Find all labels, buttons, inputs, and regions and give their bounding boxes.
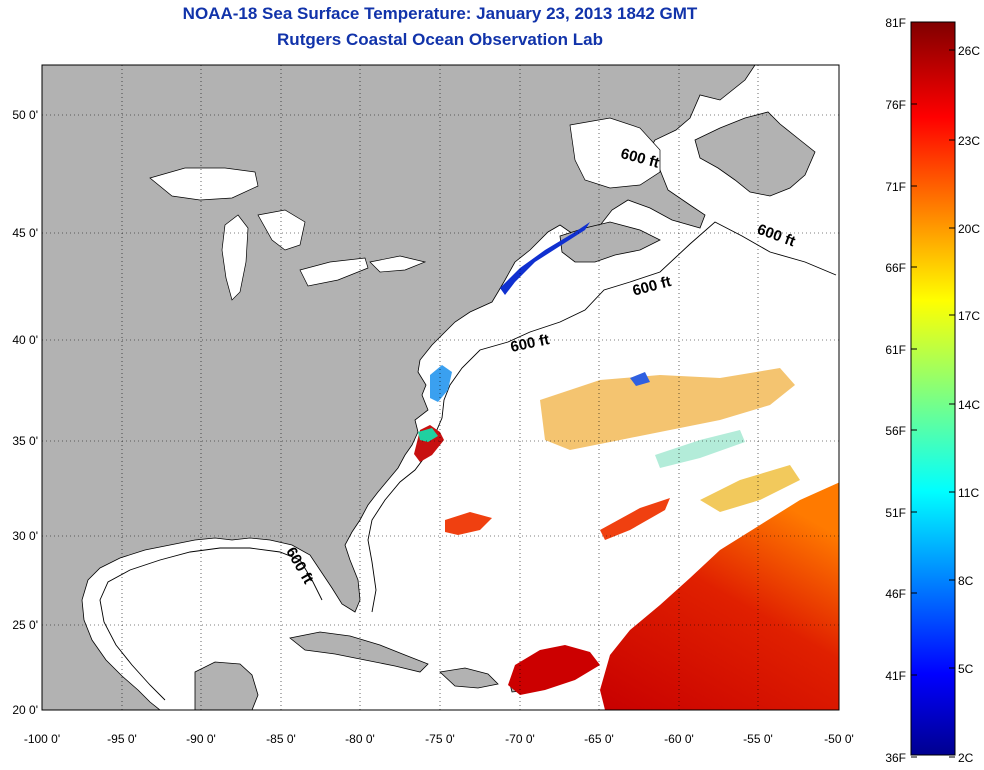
land-newfoundland [694, 111, 816, 197]
colorbar [910, 21, 956, 756]
colorbar-celsius-labels: 26C 23C 20C 17C 14C 11C 8C 5C 2C [949, 44, 980, 765]
colorbar-f-label: 61F [885, 343, 906, 357]
colorbar-f-label: 51F [885, 506, 906, 520]
lat-tick-label: 45 0' [12, 226, 38, 240]
lat-tick-label: 25 0' [12, 618, 38, 632]
colorbar-c-label: 5C [958, 662, 974, 676]
lon-tick-label: -75 0' [425, 732, 455, 746]
lat-tick-label: 20 0' [12, 703, 38, 717]
colorbar-f-label: 81F [885, 16, 906, 30]
graticule [42, 65, 839, 710]
gulf-st-lawrence [569, 117, 661, 189]
map-frame [41, 64, 840, 711]
colorbar-c-label: 26C [958, 44, 980, 58]
latitude-axis: 50 0' 45 0' 40 0' 35 0' 30 0' 25 0' 20 0' [12, 108, 38, 717]
lon-tick-label: -80 0' [345, 732, 375, 746]
colorbar-c-label: 11C [958, 486, 979, 500]
colorbar-c-label: 8C [958, 574, 974, 588]
contour-gulf-600ft [99, 547, 323, 701]
lat-tick-label: 40 0' [12, 333, 38, 347]
lon-tick-label: -70 0' [505, 732, 535, 746]
colorbar-c-label: 14C [958, 398, 980, 412]
land-hispaniola [439, 667, 499, 689]
lon-tick-label: -85 0' [266, 732, 296, 746]
colorbar-c-label: 20C [958, 222, 980, 236]
map-title: NOAA-18 Sea Surface Temperature: January… [182, 4, 698, 23]
lon-tick-label: -60 0' [664, 732, 694, 746]
lon-tick-label: -100 0' [24, 732, 60, 746]
great-lakes [149, 167, 427, 301]
lon-tick-label: -65 0' [584, 732, 614, 746]
colorbar-f-label: 56F [885, 424, 906, 438]
land-yucatan [194, 661, 259, 710]
land-nova-scotia [559, 221, 661, 263]
colorbar-f-label: 36F [885, 751, 906, 765]
lat-tick-label: 30 0' [12, 529, 38, 543]
colorbar-fahrenheit-labels: 81F 76F 71F 66F 61F 56F 51F 46F 41F 36F [885, 16, 917, 765]
lon-tick-label: -50 0' [824, 732, 854, 746]
colorbar-f-label: 76F [885, 98, 906, 112]
sst-data-layer [414, 222, 839, 710]
land-cuba [289, 631, 429, 673]
colorbar-f-label: 41F [885, 669, 906, 683]
colorbar-c-label: 23C [958, 134, 980, 148]
lat-tick-label: 50 0' [12, 108, 38, 122]
map-subtitle: Rutgers Coastal Ocean Observation Lab [277, 30, 603, 49]
lat-tick-label: 35 0' [12, 434, 38, 448]
colorbar-f-label: 66F [885, 261, 906, 275]
lon-tick-label: -90 0' [186, 732, 216, 746]
longitude-axis: -100 0' -95 0' -90 0' -85 0' -80 0' -75 0' -70… [24, 732, 854, 746]
lon-tick-label: -95 0' [107, 732, 137, 746]
colorbar-c-label: 2C [958, 751, 974, 765]
colorbar-f-label: 46F [885, 587, 906, 601]
colorbar-c-label: 17C [958, 309, 980, 323]
colorbar-f-label: 71F [885, 180, 906, 194]
lon-tick-label: -55 0' [743, 732, 773, 746]
